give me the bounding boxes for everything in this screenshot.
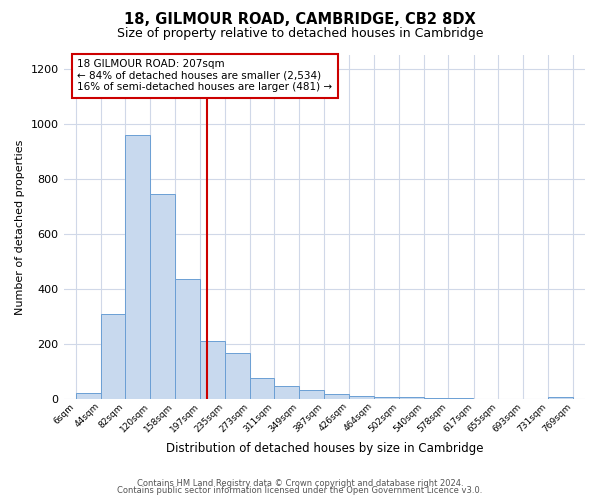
Bar xyxy=(200,341,225,399)
Text: Size of property relative to detached houses in Cambridge: Size of property relative to detached ho… xyxy=(117,28,483,40)
Bar xyxy=(448,398,473,399)
Bar xyxy=(175,279,200,399)
Bar xyxy=(274,386,299,399)
Text: Contains HM Land Registry data © Crown copyright and database right 2024.: Contains HM Land Registry data © Crown c… xyxy=(137,478,463,488)
Bar xyxy=(424,398,448,399)
Bar xyxy=(225,354,250,399)
Text: 18 GILMOUR ROAD: 207sqm
← 84% of detached houses are smaller (2,534)
16% of semi: 18 GILMOUR ROAD: 207sqm ← 84% of detache… xyxy=(77,59,332,92)
Bar xyxy=(101,314,125,399)
Bar xyxy=(125,135,150,399)
Bar xyxy=(150,194,175,399)
Bar xyxy=(76,394,101,399)
X-axis label: Distribution of detached houses by size in Cambridge: Distribution of detached houses by size … xyxy=(166,442,483,455)
Y-axis label: Number of detached properties: Number of detached properties xyxy=(15,139,25,314)
Text: Contains public sector information licensed under the Open Government Licence v3: Contains public sector information licen… xyxy=(118,486,482,495)
Bar xyxy=(299,390,324,399)
Bar xyxy=(250,378,274,399)
Bar xyxy=(349,396,374,399)
Text: 18, GILMOUR ROAD, CAMBRIDGE, CB2 8DX: 18, GILMOUR ROAD, CAMBRIDGE, CB2 8DX xyxy=(124,12,476,28)
Bar xyxy=(324,394,349,399)
Bar xyxy=(399,398,424,399)
Bar xyxy=(548,396,572,399)
Bar xyxy=(374,397,399,399)
